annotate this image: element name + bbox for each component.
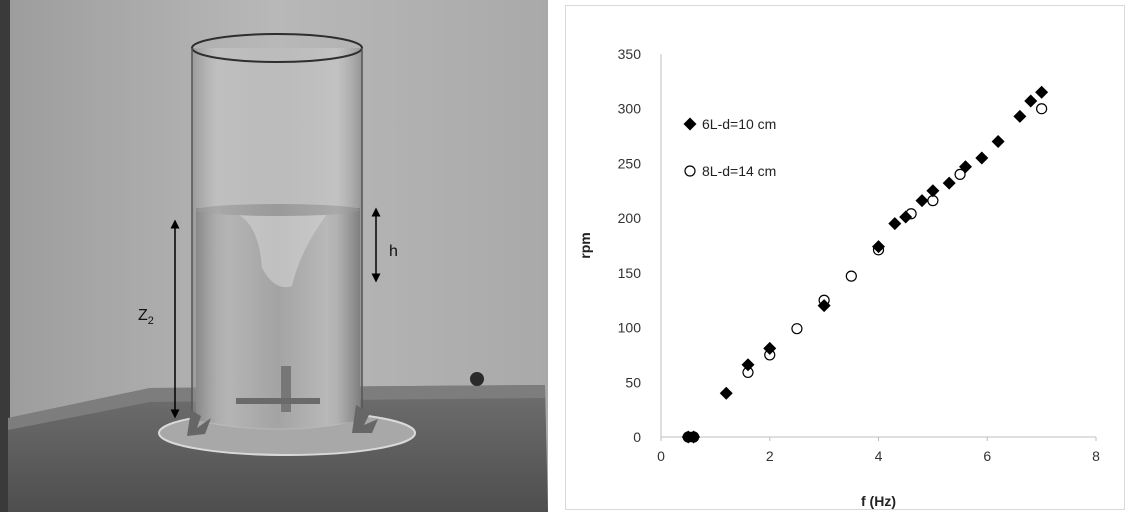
data-point (741, 358, 755, 372)
x-tick-label: 8 (1092, 448, 1100, 464)
data-point (817, 299, 831, 313)
legend-marker (684, 165, 696, 177)
legend-marker (683, 117, 697, 131)
apparatus-photo: Z2 h (0, 0, 548, 512)
data-point (1024, 94, 1038, 108)
z2-label: Z2 (138, 307, 154, 327)
data-point (845, 270, 857, 282)
knob (470, 372, 484, 386)
data-point (954, 168, 966, 180)
wing-nut-left (187, 410, 211, 436)
y-tick-label: 250 (618, 155, 642, 171)
y-axis-title: rpm (577, 232, 593, 258)
left-edge-shadow (0, 0, 10, 512)
x-tick-label: 4 (875, 448, 883, 464)
wing-nut-right (352, 405, 378, 433)
legend-label: 8L-d=14 cm (702, 163, 776, 179)
x-axis-title: f (Hz) (861, 493, 896, 509)
data-point (1035, 85, 1049, 99)
x-tick-label: 0 (657, 448, 665, 464)
data-point (915, 194, 929, 208)
stirrer-blade (236, 398, 320, 404)
data-point (975, 151, 989, 165)
h-label: h (389, 243, 398, 260)
data-point (899, 210, 913, 224)
y-tick-label: 50 (625, 374, 641, 390)
legend-label: 6L-d=10 cm (702, 116, 776, 132)
data-point (791, 323, 803, 335)
y-tick-label: 350 (618, 46, 642, 62)
data-point (991, 135, 1005, 149)
data-point (926, 184, 940, 198)
y-tick-label: 200 (618, 210, 642, 226)
data-point (763, 341, 777, 355)
data-point (1013, 109, 1027, 123)
stirrer-shaft (281, 366, 291, 412)
data-point (942, 176, 956, 190)
data-point (872, 240, 885, 254)
glass-cylinder (192, 48, 362, 430)
base-top-edge (8, 385, 545, 430)
data-point (719, 386, 733, 400)
y-tick-label: 100 (618, 320, 642, 336)
y-tick-label: 300 (618, 101, 642, 117)
data-point (1036, 103, 1048, 115)
data-point (687, 430, 701, 444)
data-point (959, 160, 972, 174)
x-tick-label: 2 (766, 448, 774, 464)
data-point (888, 217, 902, 231)
y-tick-label: 0 (633, 429, 641, 445)
x-tick-label: 6 (983, 448, 991, 464)
rpm-frequency-chart: 0 50 100 150 200 250 300 350 0 2 4 6 8 6L-d=10 cm 8L-… (565, 5, 1125, 510)
y-tick-label: 150 (618, 265, 642, 281)
chart-canvas: 0 50 100 150 200 250 300 350 0 2 4 6 8 6L-d=10 cm 8L-… (577, 46, 1100, 509)
